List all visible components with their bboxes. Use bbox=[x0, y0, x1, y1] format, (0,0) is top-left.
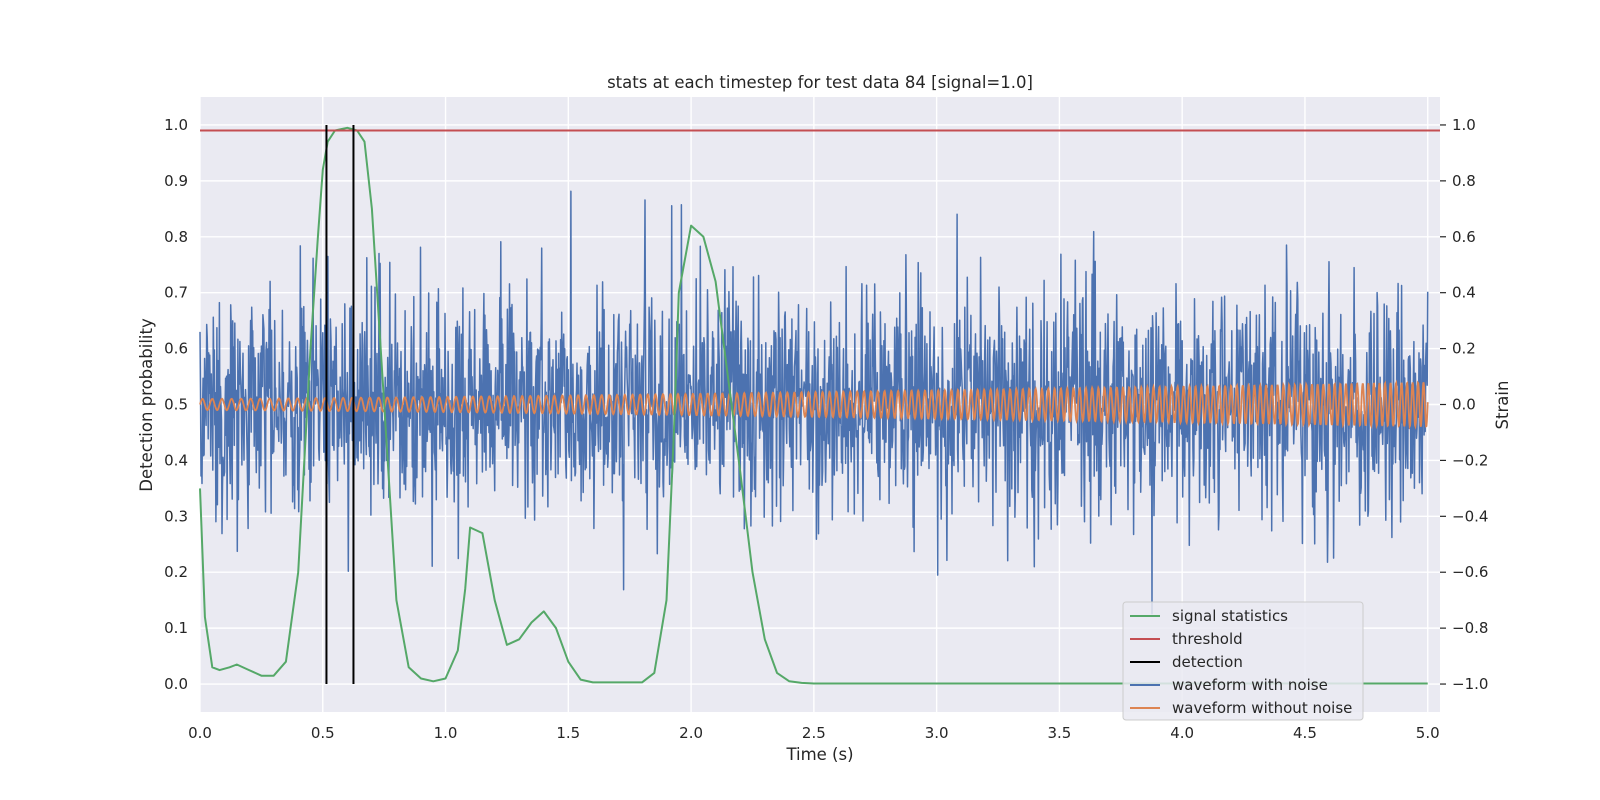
detection-group bbox=[325, 124, 355, 685]
signal-statistics-line bbox=[199, 126, 1428, 685]
x-tick-label: 0.0 bbox=[188, 724, 212, 742]
x-tick-label: 5.0 bbox=[1416, 724, 1440, 742]
y2-tick-label: 0.0 bbox=[1452, 396, 1476, 414]
x-axis-title: Time (s) bbox=[785, 745, 853, 764]
legend-item-detection: detection bbox=[1130, 653, 1243, 671]
legend: signal statistics threshold detection wa… bbox=[1122, 601, 1364, 721]
legend-label-waveform-with-noise: waveform with noise bbox=[1172, 676, 1328, 694]
x-tick-label: 1.0 bbox=[434, 724, 458, 742]
y-axis-title: Detection probability bbox=[137, 318, 156, 492]
x-tick-label: 1.5 bbox=[556, 724, 580, 742]
y2-tick-label: 0.4 bbox=[1452, 284, 1476, 302]
y2-tick-label: 1.0 bbox=[1452, 116, 1476, 134]
y2-tick-label: −0.8 bbox=[1452, 619, 1488, 637]
y2-tick-label: −0.2 bbox=[1452, 451, 1488, 469]
y-tick-label: 0.9 bbox=[164, 172, 188, 190]
y2-tick-label: −0.4 bbox=[1452, 507, 1488, 525]
y2-tick-label: 0.6 bbox=[1452, 228, 1476, 246]
x-tick-label: 4.0 bbox=[1170, 724, 1194, 742]
x-tick-label: 2.5 bbox=[802, 724, 826, 742]
legend-label-waveform-without-noise: waveform without noise bbox=[1172, 699, 1352, 717]
waveform-without-noise-line bbox=[199, 379, 1429, 430]
y-tick-label: 0.5 bbox=[164, 396, 188, 414]
x-tick-labels: 0.0 0.5 1.0 1.5 2.0 2.5 3.0 3.5 4.0 4.5 5.0 bbox=[188, 724, 1440, 742]
legend-item-waveform-without-noise: waveform without noise bbox=[1130, 699, 1352, 717]
y-tick-label: 0.8 bbox=[164, 228, 188, 246]
y-tick-label: 0.1 bbox=[164, 619, 188, 637]
y-tick-label: 0.6 bbox=[164, 340, 188, 358]
x-tick-label: 0.5 bbox=[311, 724, 335, 742]
y2-tick-labels: −1.0 −0.8 −0.6 −0.4 −0.2 0.0 0.2 0.4 0.6 0.8 1.0 bbox=[1440, 116, 1488, 693]
x-tick-label: 3.5 bbox=[1047, 724, 1071, 742]
legend-item-waveform-with-noise: waveform with noise bbox=[1130, 676, 1328, 694]
y2-tick-label: −0.6 bbox=[1452, 563, 1488, 581]
x-tick-label: 3.0 bbox=[925, 724, 949, 742]
legend-label-signal-statistics: signal statistics bbox=[1172, 607, 1288, 625]
x-tick-label: 2.0 bbox=[679, 724, 703, 742]
y2-tick-label: 0.2 bbox=[1452, 340, 1476, 358]
x-tick-label: 4.5 bbox=[1293, 724, 1317, 742]
legend-item-threshold: threshold bbox=[1130, 630, 1243, 648]
legend-label-detection: detection bbox=[1172, 653, 1243, 671]
y2-tick-label: 0.8 bbox=[1452, 172, 1476, 190]
chart-title: stats at each timestep for test data 84 … bbox=[607, 73, 1033, 92]
y-tick-label: 0.0 bbox=[164, 675, 188, 693]
y-tick-label: 0.3 bbox=[164, 507, 188, 525]
y-tick-label: 0.7 bbox=[164, 284, 188, 302]
y2-tick-label: −1.0 bbox=[1452, 675, 1488, 693]
y-tick-label: 0.2 bbox=[164, 563, 188, 581]
legend-item-signal-statistics: signal statistics bbox=[1130, 607, 1288, 625]
y-tick-label: 1.0 bbox=[164, 116, 188, 134]
legend-label-threshold: threshold bbox=[1172, 630, 1243, 648]
signal-statistics-group bbox=[199, 126, 1428, 685]
legend-box bbox=[1122, 601, 1364, 721]
y-tick-labels: 0.0 0.1 0.2 0.3 0.4 0.5 0.6 0.7 0.8 0.9 1.0 bbox=[164, 116, 188, 693]
waveform-without-noise-group bbox=[199, 379, 1429, 430]
y-tick-label: 0.4 bbox=[164, 451, 188, 469]
y2-axis-title: Strain bbox=[1493, 381, 1512, 430]
